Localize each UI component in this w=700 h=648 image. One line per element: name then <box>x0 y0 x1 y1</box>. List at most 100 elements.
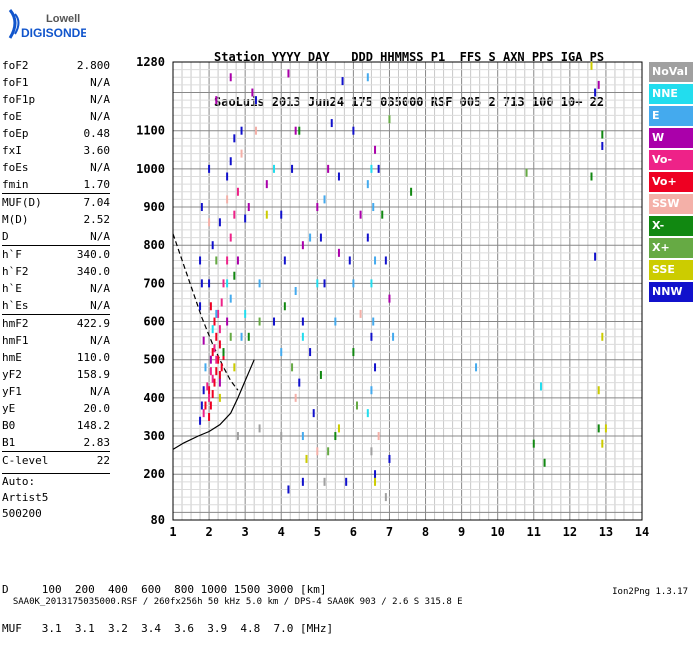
param-value: 422.9 <box>76 317 110 330</box>
echo-point <box>199 256 202 265</box>
param-row: M(D) 2.52 <box>2 211 110 228</box>
echo-point <box>208 279 211 288</box>
echo-point <box>370 447 373 456</box>
legend-item: SSE <box>649 260 693 280</box>
echo-point <box>229 332 232 341</box>
echo-point <box>217 309 220 318</box>
legend-item: Vo+ <box>649 172 693 192</box>
echo-point <box>323 195 326 204</box>
echo-point <box>206 382 209 391</box>
param-name: foF1 <box>2 76 29 89</box>
echo-point <box>202 336 205 345</box>
param-row: B1 2.83 <box>2 434 110 451</box>
param-row: C-level 22 <box>2 451 110 469</box>
echo-point <box>233 363 236 372</box>
echo-point <box>251 88 254 97</box>
echo-point <box>236 187 239 196</box>
param-name: h`F2 <box>2 265 29 278</box>
logo-line2: DIGISONDE <box>21 26 86 40</box>
param-name: foEs <box>2 161 29 174</box>
echo-point <box>204 363 207 372</box>
echo-point <box>601 141 604 150</box>
echo-point <box>218 340 221 349</box>
echo-point <box>370 386 373 395</box>
echo-point <box>374 470 377 479</box>
scaled-parameters-panel: foF2 2.800 foF1 N/A foF1p N/A foE N/A foEp 0.48 fx… <box>2 57 110 522</box>
echo-point <box>215 96 218 105</box>
echo-point <box>384 493 387 502</box>
param-value: N/A <box>90 385 110 398</box>
param-row: h`F 340.0 <box>2 245 110 263</box>
param-row: foF1 N/A <box>2 74 110 91</box>
echo-point <box>213 378 216 387</box>
param-name: h`F <box>2 248 22 261</box>
echo-point <box>220 363 223 372</box>
echo-point <box>211 374 214 383</box>
echo-point <box>247 203 250 212</box>
echo-point <box>319 370 322 379</box>
echo-point <box>209 401 212 410</box>
echo-point <box>309 233 312 242</box>
echo-point <box>233 134 236 143</box>
echo-point <box>247 332 250 341</box>
echo-point <box>312 409 315 418</box>
echo-point <box>215 332 218 341</box>
electron-density-profile <box>172 359 255 450</box>
param-name: C-level <box>2 454 49 467</box>
param-name: B1 <box>2 436 16 449</box>
echo-point <box>209 355 212 364</box>
echo-point <box>199 416 202 425</box>
param-value: 148.2 <box>76 419 110 432</box>
echo-point <box>240 149 243 158</box>
param-row: hmF1 N/A <box>2 332 110 349</box>
echo-point <box>355 401 358 410</box>
echo-point <box>597 80 600 89</box>
echo-point <box>374 256 377 265</box>
echo-point <box>220 298 223 307</box>
echo-point <box>229 157 232 166</box>
param-row: hmF2 422.9 <box>2 314 110 332</box>
echo-point <box>366 180 369 189</box>
echo-point <box>377 432 380 441</box>
echo-point <box>597 386 600 395</box>
echo-point <box>208 412 211 421</box>
echo-point <box>240 332 243 341</box>
param-name: yF2 <box>2 368 22 381</box>
param-row: h`E N/A <box>2 280 110 297</box>
param-value: N/A <box>90 76 110 89</box>
muf-curve <box>172 233 239 391</box>
param-row: yF2 158.9 <box>2 366 110 383</box>
echo-point <box>316 447 319 456</box>
y-tick-label: 600 <box>143 315 165 329</box>
ionogram-plot: 1 2 3 4 5 6 7 8 9 10 11 12 13 14802003004005006007008… <box>136 55 649 539</box>
echo-point <box>287 69 290 78</box>
param-name: foF1p <box>2 93 36 106</box>
echo-point <box>305 454 308 463</box>
param-row: fxI 3.60 <box>2 142 110 159</box>
x-tick-label: 5 <box>314 525 321 539</box>
echo-point <box>265 210 268 219</box>
echo-point <box>226 317 229 326</box>
param-name: D <box>2 230 9 243</box>
echo-point <box>236 432 239 441</box>
file-info: SAA0K_2013175035000.RSF / 260fx256h 50 k… <box>12 597 463 607</box>
param-name: yF1 <box>2 385 22 398</box>
x-tick-label: 1 <box>169 525 176 539</box>
echo-point <box>337 424 340 433</box>
echo-point <box>226 195 229 204</box>
echo-point <box>213 344 216 353</box>
param-value: 110.0 <box>76 351 110 364</box>
echo-point <box>352 279 355 288</box>
echo-point <box>345 477 348 486</box>
echo-point <box>388 115 391 124</box>
param-name: foE <box>2 110 22 123</box>
echo-point <box>229 294 232 303</box>
muf-values-row: MUF 3.1 3.1 3.2 3.4 3.6 3.9 4.8 7.0 [MHz… <box>2 622 334 635</box>
logo-line1: Lowell <box>46 13 80 25</box>
legend-item: Vo- <box>649 150 693 170</box>
param-value: N/A <box>90 299 110 312</box>
y-tick-label: 80 <box>151 513 165 527</box>
echo-point <box>410 187 413 196</box>
echo-point <box>366 233 369 242</box>
echo-point <box>301 317 304 326</box>
